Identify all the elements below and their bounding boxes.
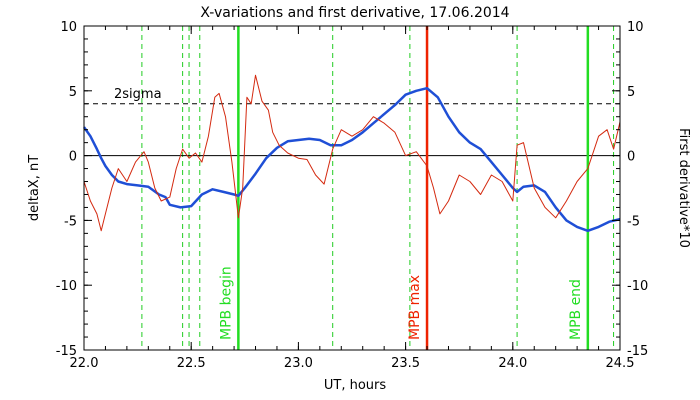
y-axis-label-right: First derivative*10	[676, 128, 691, 248]
x-tick-label: 22.0	[70, 356, 99, 371]
y-tick-label-left: -10	[56, 279, 77, 294]
axes-layer: 22.0 22.5 23.0 23.5 24.0 24.5 10 10 5 5 0 0 -5 -5 -10 -…	[56, 20, 648, 371]
series-line-deltaX	[82, 86, 621, 233]
y-tick-label-left: 0	[69, 150, 77, 165]
series-line-derivative	[83, 74, 621, 232]
y-tick-label-left: -5	[64, 214, 77, 229]
threshold-label: 2sigma	[114, 87, 162, 102]
y-tick-label-right: -5	[627, 214, 640, 229]
plot-frame	[83, 25, 621, 351]
x-tick-label: 24.5	[606, 356, 635, 371]
x-tick-label: 23.0	[284, 356, 313, 371]
x-tick-label: 23.5	[391, 356, 420, 371]
x-tick-label: 24.0	[498, 356, 527, 371]
chart-title: X-variations and first derivative, 17.06…	[200, 5, 509, 21]
mpb-marker-label: MPB end	[568, 279, 584, 340]
x-tick-label: 22.5	[177, 356, 206, 371]
y-tick-label-left: -15	[56, 344, 77, 359]
y-tick-label-right: -10	[627, 279, 648, 294]
mpb-marker-label: MPB begin	[218, 266, 234, 340]
annotation-layer: 2sigma MPB begin MPB max MPB end	[84, 26, 620, 350]
y-tick-label-right: 0	[627, 150, 635, 165]
y-tick-label-right: 5	[627, 85, 635, 100]
y-axis-label-left: deltaX, nT	[27, 155, 42, 221]
series-layer	[82, 74, 621, 233]
y-tick-label-left: 10	[60, 20, 77, 35]
y-tick-label-right: -15	[627, 344, 648, 359]
y-tick-label-right: 10	[627, 20, 644, 35]
x-axis-label: UT, hours	[324, 378, 386, 393]
mpb-marker-label: MPB max	[407, 275, 423, 340]
y-tick-label-left: 5	[69, 85, 77, 100]
